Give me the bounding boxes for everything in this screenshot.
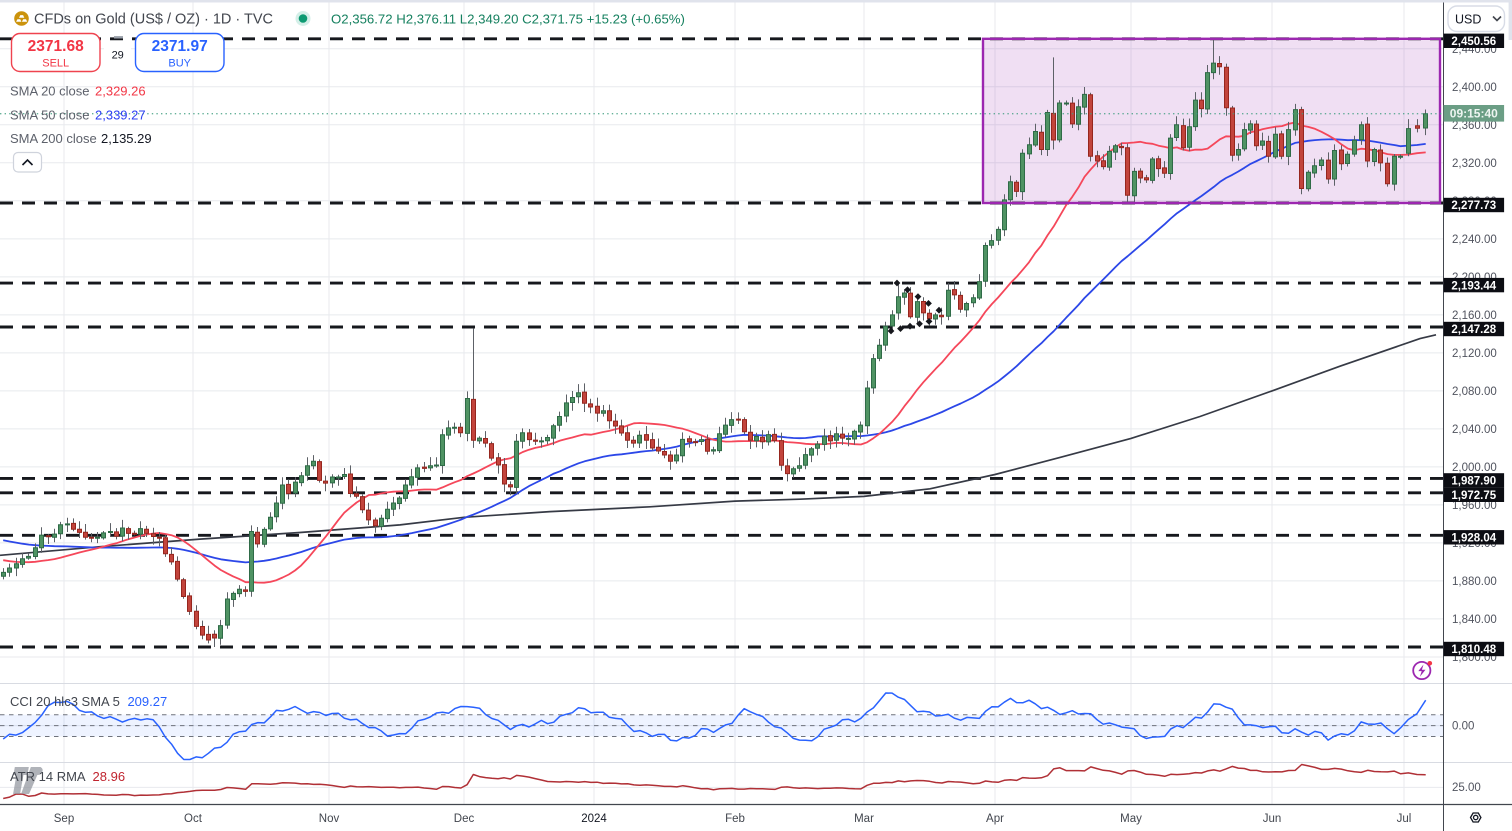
svg-text:2,339.27: 2,339.27 (95, 107, 146, 122)
svg-text:2,329.26: 2,329.26 (95, 84, 146, 99)
svg-text:2,360.00: 2,360.00 (1452, 120, 1497, 132)
svg-text:2,120.00: 2,120.00 (1452, 348, 1497, 360)
svg-text:25.00: 25.00 (1452, 782, 1481, 794)
svg-text:1,972.75: 1,972.75 (1451, 490, 1496, 502)
svg-text:2,240.00: 2,240.00 (1452, 234, 1497, 246)
svg-text:BUY: BUY (168, 58, 191, 70)
svg-text:1,810.48: 1,810.48 (1451, 644, 1496, 656)
svg-text:0.00: 0.00 (1452, 721, 1474, 733)
svg-text:2,320.00: 2,320.00 (1452, 158, 1497, 170)
svg-text:2371.97: 2371.97 (152, 38, 208, 55)
svg-text:Nov: Nov (319, 813, 340, 825)
svg-text:2024: 2024 (581, 813, 607, 825)
svg-text:ATR 14 RMA 28.96: ATR 14 RMA 28.96 (10, 769, 125, 784)
svg-text:Dec: Dec (454, 813, 475, 825)
svg-text:1,880.00: 1,880.00 (1452, 576, 1497, 588)
svg-text:SMA 200 close: SMA 200 close (10, 131, 97, 146)
svg-text:CCI 20 hlc3 SMA 5 209.27: CCI 20 hlc3 SMA 5 209.27 (10, 694, 167, 709)
svg-text:1,928.04: 1,928.04 (1451, 533, 1496, 545)
svg-text:2,000.00: 2,000.00 (1452, 462, 1497, 474)
svg-text:1,987.90: 1,987.90 (1451, 476, 1496, 488)
svg-text:Sep: Sep (54, 813, 74, 825)
svg-text:USD: USD (1455, 13, 1481, 27)
svg-text:Jun: Jun (1263, 813, 1282, 825)
svg-text:Oct: Oct (184, 813, 203, 825)
svg-text:2,450.56: 2,450.56 (1451, 36, 1496, 48)
svg-text:Jul: Jul (1397, 813, 1412, 825)
svg-text:2,193.44: 2,193.44 (1451, 280, 1496, 292)
svg-text:O2,356.72 H2,376.11 L2,349.20: O2,356.72 H2,376.11 L2,349.20 C2,371.75 … (331, 12, 685, 27)
svg-text:1,840.00: 1,840.00 (1452, 614, 1497, 626)
svg-text:SELL: SELL (42, 58, 69, 70)
svg-text:2,160.00: 2,160.00 (1452, 310, 1497, 322)
svg-text:1,960.00: 1,960.00 (1452, 500, 1497, 512)
svg-text:09:15:40: 09:15:40 (1450, 106, 1498, 120)
svg-text:29: 29 (112, 50, 124, 62)
svg-text:2,040.00: 2,040.00 (1452, 424, 1497, 436)
svg-text:2,135.29: 2,135.29 (101, 131, 152, 146)
svg-text:May: May (1120, 813, 1142, 825)
svg-text:2,147.28: 2,147.28 (1451, 324, 1496, 336)
svg-text:2,400.00: 2,400.00 (1452, 82, 1497, 94)
svg-text:2,277.73: 2,277.73 (1451, 200, 1496, 212)
svg-text:SMA 50 close: SMA 50 close (10, 107, 90, 122)
svg-text:Feb: Feb (725, 813, 745, 825)
svg-text:SMA 20 close: SMA 20 close (10, 84, 90, 99)
svg-text:2371.68: 2371.68 (28, 38, 84, 55)
svg-text:CFDs on Gold (US$ / OZ) · 1D ·: CFDs on Gold (US$ / OZ) · 1D · TVC (34, 12, 273, 28)
svg-text:Apr: Apr (986, 813, 1004, 825)
svg-text:2,080.00: 2,080.00 (1452, 386, 1497, 398)
svg-text:Mar: Mar (854, 813, 874, 825)
